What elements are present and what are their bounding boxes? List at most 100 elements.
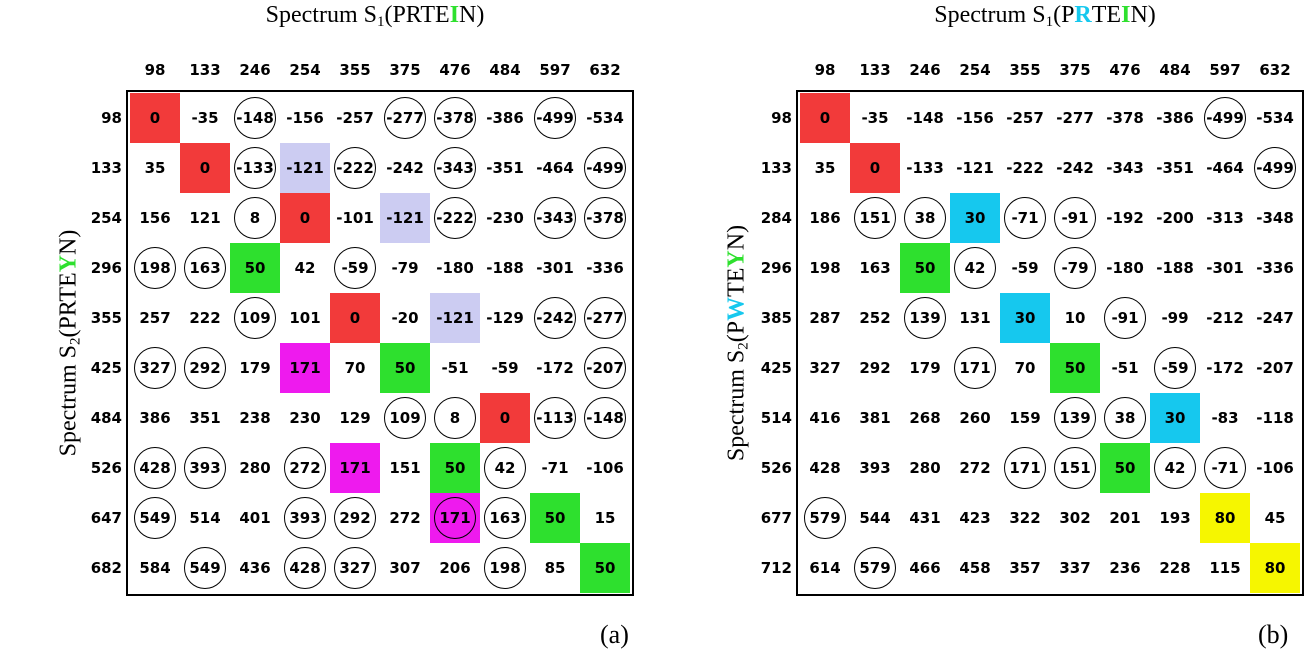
circle-marker <box>184 447 226 489</box>
cell-value: -207 <box>1256 359 1294 377</box>
circle-marker <box>234 297 276 339</box>
cell-value: 50 <box>544 509 566 527</box>
cell-value: 549 <box>189 559 221 577</box>
circle-marker <box>334 497 376 539</box>
circle-marker <box>434 397 476 439</box>
cell-value: 50 <box>244 259 266 277</box>
matrix-cell: 109 <box>230 293 280 343</box>
matrix-cell: -499 <box>530 93 580 143</box>
matrix-cell: -336 <box>1250 243 1300 293</box>
matrix-cell: 381 <box>850 393 900 443</box>
cell-value: 179 <box>239 359 271 377</box>
circle-marker <box>434 147 476 189</box>
cell-value: 307 <box>389 559 421 577</box>
matrix-cell: -499 <box>1200 93 1250 143</box>
column-label: 476 <box>1109 61 1141 79</box>
cell-value: -20 <box>391 309 419 327</box>
row-label: 385 <box>760 309 792 327</box>
circle-marker <box>584 297 626 339</box>
matrix-cell: -200 <box>1150 193 1200 243</box>
column-label: 133 <box>859 61 891 79</box>
matrix-cell: 121 <box>180 193 230 243</box>
cell-value: -499 <box>1256 159 1294 177</box>
cell-value: 163 <box>859 259 891 277</box>
cell-value: -257 <box>336 109 374 127</box>
matrix-cell: -222 <box>330 143 380 193</box>
cell-value: -464 <box>536 159 574 177</box>
circle-marker <box>534 397 576 439</box>
matrix-cell: 163 <box>480 493 530 543</box>
matrix-cell: 236 <box>1100 543 1150 593</box>
cell-value: 10 <box>1064 309 1086 327</box>
cell-value: -277 <box>586 309 624 327</box>
matrix-cell: 171 <box>280 343 330 393</box>
matrix-cell: -277 <box>580 293 630 343</box>
matrix-cell: -277 <box>380 93 430 143</box>
cell-value: 193 <box>1159 509 1191 527</box>
matrix-cell: -212 <box>1200 293 1250 343</box>
column-label: 355 <box>1009 61 1041 79</box>
cell-value: -343 <box>436 159 474 177</box>
cell-value: -59 <box>491 359 519 377</box>
cell-value: 544 <box>859 509 891 527</box>
column-label: 632 <box>1259 61 1291 79</box>
matrix-cell: 0 <box>800 93 850 143</box>
cell-value: -156 <box>286 109 324 127</box>
matrix-cell: 50 <box>1100 443 1150 493</box>
cell-value: -113 <box>536 409 574 427</box>
cell-value: -222 <box>336 159 374 177</box>
cell-value: 109 <box>239 309 271 327</box>
cell-value: -348 <box>1256 209 1294 227</box>
matrix-cell: 428 <box>130 443 180 493</box>
cell-value: -71 <box>1011 209 1039 227</box>
matrix-cell: 50 <box>380 343 430 393</box>
cell-value: -351 <box>486 159 524 177</box>
matrix-cell: -118 <box>1250 393 1300 443</box>
matrix-cell: 171 <box>430 493 480 543</box>
cell-value: 238 <box>239 409 271 427</box>
matrix-cell: -499 <box>580 143 630 193</box>
matrix-cell: -343 <box>1100 143 1150 193</box>
cell-value: 381 <box>859 409 891 427</box>
matrix-cell: 292 <box>180 343 230 393</box>
cell-value: 109 <box>389 409 421 427</box>
row-label: 98 <box>101 109 122 127</box>
cell-value: 393 <box>189 459 221 477</box>
matrix-cell: -230 <box>480 193 530 243</box>
circle-marker <box>1104 297 1146 339</box>
matrix-cell: -336 <box>580 243 630 293</box>
matrix-cell: 322 <box>1000 493 1050 543</box>
circle-marker <box>1204 97 1246 139</box>
matrix-cell: 186 <box>800 193 850 243</box>
cell-value: 186 <box>809 209 841 227</box>
cell-value: 357 <box>1009 559 1041 577</box>
matrix-cell: 428 <box>800 443 850 493</box>
column-label: 597 <box>539 61 571 79</box>
matrix-cell: 416 <box>800 393 850 443</box>
matrix-cell: -180 <box>430 243 480 293</box>
circle-marker <box>484 497 526 539</box>
matrix-cell: -301 <box>530 243 580 293</box>
cell-value: 584 <box>139 559 171 577</box>
circle-marker <box>584 397 626 439</box>
circle-marker <box>904 297 946 339</box>
circle-marker <box>1104 397 1146 439</box>
cell-value: 42 <box>494 459 516 477</box>
matrix-cell: 280 <box>900 443 950 493</box>
cell-value: -257 <box>1006 109 1044 127</box>
matrix-cell: 50 <box>530 493 580 543</box>
matrix-cell: 466 <box>900 543 950 593</box>
cell-value: 0 <box>819 109 831 127</box>
column-label: 98 <box>144 61 166 79</box>
cell-value: 0 <box>349 309 361 327</box>
circle-marker <box>534 97 576 139</box>
cell-value: 327 <box>139 359 171 377</box>
cell-value: 50 <box>1114 459 1136 477</box>
circle-marker <box>184 247 226 289</box>
matrix-cell: -464 <box>530 143 580 193</box>
cell-value: -378 <box>1106 109 1144 127</box>
cell-value: 35 <box>814 159 836 177</box>
matrix-cell: 579 <box>800 493 850 543</box>
matrix-cell: 139 <box>900 293 950 343</box>
cell-value: -148 <box>906 109 944 127</box>
